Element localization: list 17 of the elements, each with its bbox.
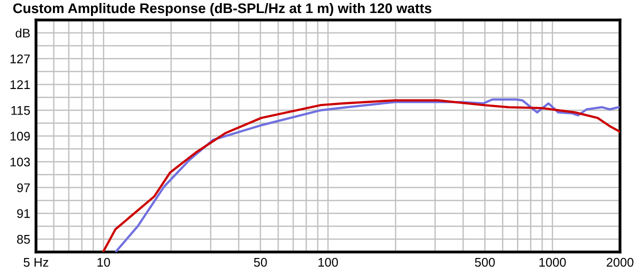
- y-tick-label: 127: [10, 54, 30, 64]
- y-tick-label: dB: [16, 28, 30, 38]
- y-tick-label: 91: [17, 209, 30, 218]
- x-tick-label: 5 Hz: [24, 258, 48, 267]
- x-tick-label: 10: [98, 258, 110, 267]
- x-tick-label: 100: [318, 258, 338, 267]
- x-tick-label: 1000: [539, 258, 566, 267]
- chart-title: Custom Amplitude Response (dB-SPL/Hz at 1 m) with 120 watts: [13, 2, 432, 16]
- x-tick-label: 500: [474, 258, 495, 267]
- y-tick-label: 103: [10, 158, 30, 166]
- x-tick-label: 50: [254, 258, 267, 267]
- y-tick-label: 115: [11, 106, 30, 115]
- x-tick-label: 2000: [606, 258, 634, 267]
- y-tick-label: 121: [10, 80, 30, 89]
- y-tick-label: 97: [17, 183, 30, 192]
- y-tick-label: 85: [17, 234, 30, 244]
- y-tick-label: 109: [10, 132, 30, 141]
